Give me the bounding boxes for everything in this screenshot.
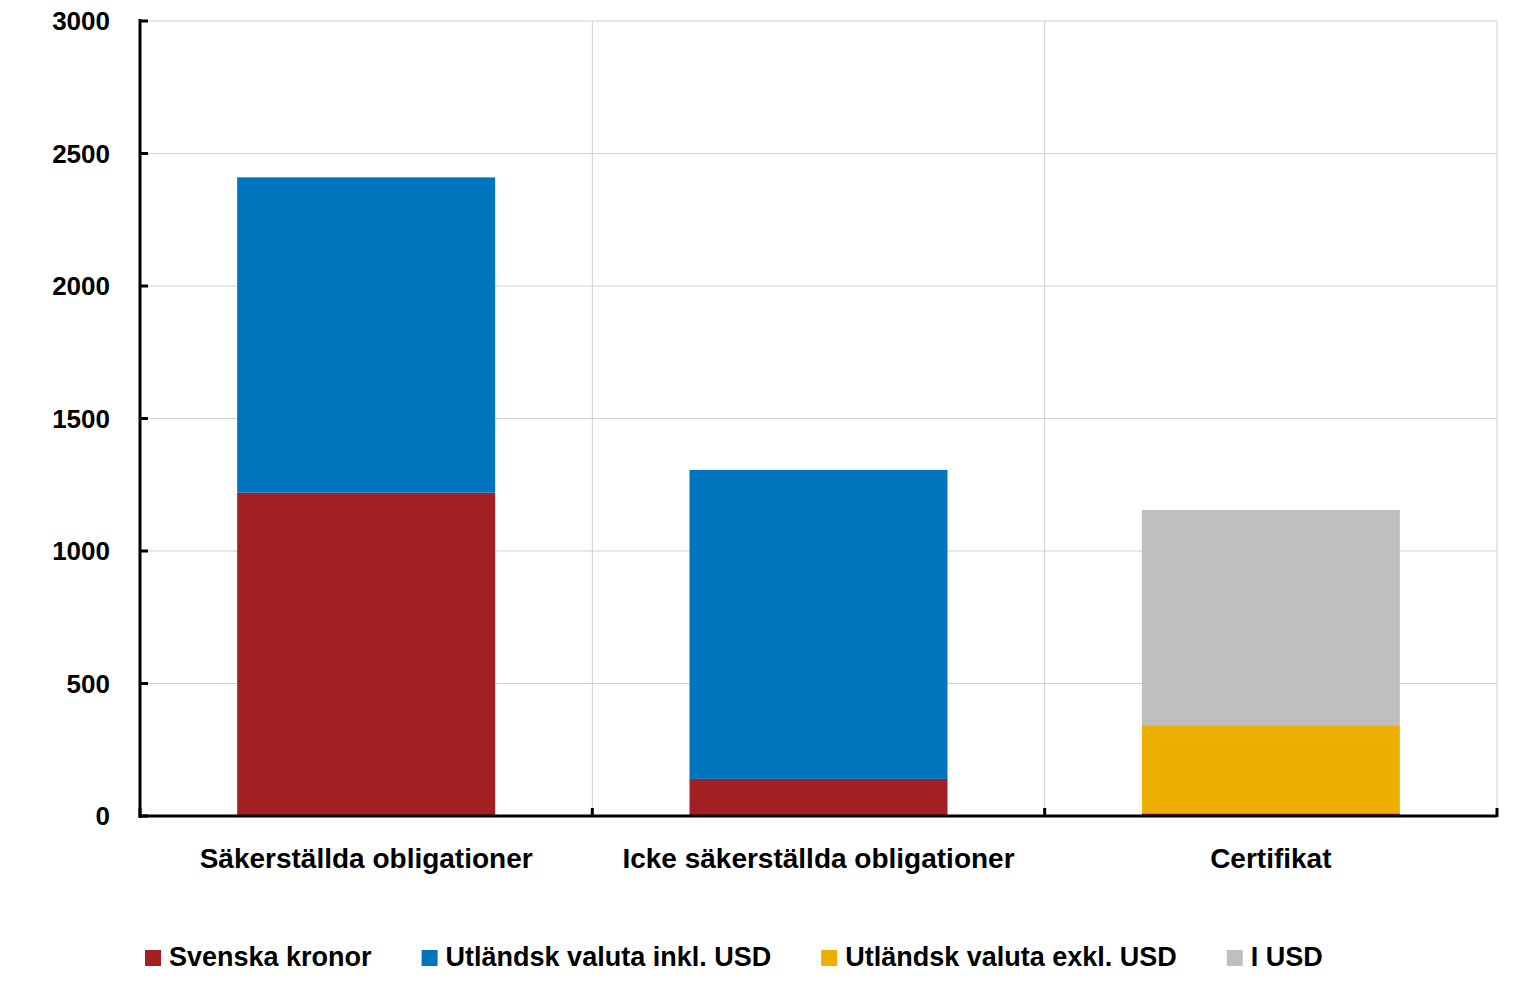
label-line: Icke säkerställda obligationer (622, 843, 1014, 874)
x-axis (140, 815, 1497, 818)
category-grid-line (592, 21, 593, 816)
bar-segment (1142, 510, 1400, 725)
legend-label: I USD (1251, 942, 1323, 972)
bar-segment (237, 493, 495, 816)
legend-swatch (821, 950, 837, 966)
grid-line (140, 21, 1497, 22)
y-tick (140, 285, 148, 288)
label-line: Säkerställda obligationer (200, 843, 533, 874)
y-tick-label: 2500 (52, 139, 110, 169)
bars (237, 177, 1400, 816)
legend-swatch (422, 950, 438, 966)
y-tick (140, 417, 148, 420)
y-tick-label: 0 (96, 801, 110, 831)
y-tick (140, 815, 148, 818)
label-line: Certifikat (1210, 843, 1331, 874)
x-tick-label: Certifikat (1210, 843, 1331, 874)
bar-segment (690, 779, 948, 816)
legend-swatch (1227, 950, 1243, 966)
bar-segment (237, 177, 495, 492)
y-tick-label: 2000 (52, 271, 110, 301)
x-tick-label: Säkerställda obligationer (200, 843, 533, 874)
y-tick (140, 550, 148, 553)
y-tick-label: 1000 (52, 536, 110, 566)
x-tick (1043, 808, 1046, 817)
category-grid-line (1497, 21, 1498, 816)
grid-line (140, 816, 1497, 817)
y-tick-label: 500 (67, 669, 110, 699)
chart: 0 500 1000 1500 2000 2500 3000 Säkerställda obl… (0, 0, 1525, 997)
legend-label: Utländsk valuta exkl. USD (845, 942, 1177, 972)
category-grid-line (1044, 21, 1045, 816)
bar-segment (1142, 725, 1400, 813)
y-tick (140, 152, 148, 155)
y-tick (140, 20, 148, 23)
legend-label: Utländsk valuta inkl. USD (446, 942, 772, 972)
y-tick-label: 3000 (52, 6, 110, 36)
bar-segment (690, 470, 948, 779)
legend-swatch (145, 950, 161, 966)
legend-label: Svenska kronor (169, 942, 372, 972)
y-tick-label: 1500 (52, 404, 110, 434)
x-tick (591, 808, 594, 817)
x-tick (1496, 808, 1499, 817)
x-tick-label: Icke säkerställda obligationer (622, 843, 1014, 874)
y-tick (140, 682, 148, 685)
grid-line (140, 153, 1497, 154)
